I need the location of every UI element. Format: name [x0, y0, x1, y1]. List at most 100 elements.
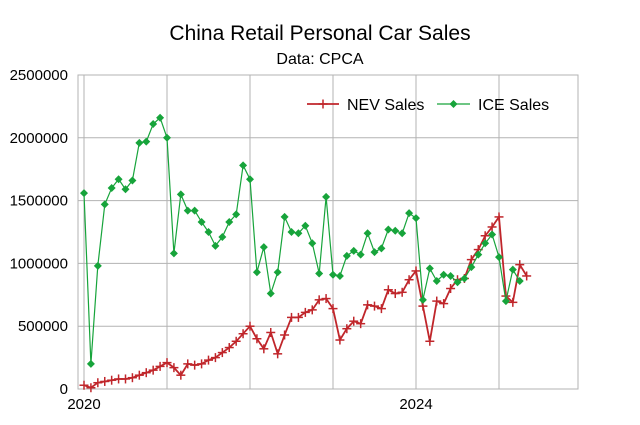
- legend-marker-nev: [318, 99, 328, 109]
- data-point-ice: [294, 229, 303, 238]
- data-point-ice: [335, 271, 344, 280]
- data-point-ice: [474, 250, 483, 259]
- data-point-ice: [508, 265, 517, 274]
- data-point-nev: [335, 335, 345, 345]
- data-point-nev: [376, 304, 386, 314]
- data-point-nev: [494, 212, 504, 222]
- data-point-ice: [273, 268, 282, 277]
- data-point-nev: [176, 370, 186, 380]
- data-point-nev: [141, 368, 151, 378]
- data-point-nev: [121, 374, 130, 384]
- series-line-ice: [83, 116, 521, 364]
- data-point-nev: [224, 343, 234, 353]
- data-point-nev: [515, 260, 525, 270]
- legend-item-nev: NEV Sales: [307, 97, 424, 114]
- data-point-ice: [211, 241, 220, 250]
- data-point-nev: [522, 271, 532, 281]
- data-point-ice: [183, 206, 192, 215]
- data-point-ice: [363, 229, 372, 238]
- data-point-ice: [163, 133, 171, 142]
- data-point-nev: [508, 297, 518, 307]
- data-point-nev: [197, 359, 207, 369]
- data-point-nev: [328, 304, 338, 314]
- data-point-ice: [322, 192, 331, 201]
- legend-marker-shape: [318, 99, 328, 109]
- data-point-nev: [93, 378, 103, 388]
- legend-marker-ice: [449, 100, 458, 108]
- data-point-ice: [86, 359, 95, 368]
- data-point-ice: [425, 264, 434, 273]
- data-point-nev: [100, 376, 110, 386]
- y-axis-ticks: 0 500000 1000000 1500000 2000000 2500000: [10, 67, 68, 398]
- data-point-nev: [107, 375, 117, 385]
- data-point-ice: [481, 239, 490, 248]
- data-point-ice: [301, 221, 310, 230]
- data-point-ice: [252, 268, 261, 277]
- data-point-ice: [384, 225, 393, 234]
- series-nev: [79, 212, 532, 393]
- data-point-ice: [315, 269, 324, 278]
- data-point-nev: [432, 296, 442, 306]
- series-group: [79, 113, 532, 393]
- legend-label-ice: ICE Sales: [478, 97, 549, 114]
- data-point-nev: [321, 294, 331, 304]
- x-axis-ticks: 2020 2024: [67, 396, 432, 413]
- data-point-ice: [149, 119, 158, 128]
- data-point-ice: [356, 250, 365, 259]
- data-point-ice: [287, 228, 296, 236]
- y-tick-label: 1000000: [10, 255, 68, 272]
- data-point-ice: [100, 200, 109, 209]
- data-point-ice: [225, 217, 234, 226]
- data-point-nev: [245, 321, 255, 331]
- data-point-ice: [280, 212, 289, 221]
- data-point-ice: [501, 297, 510, 306]
- data-point-nev: [231, 336, 241, 346]
- data-point-ice: [515, 276, 524, 285]
- legend: NEV Sales ICE Sales: [307, 97, 549, 114]
- data-point-nev: [411, 266, 421, 276]
- data-point-nev: [217, 348, 227, 358]
- legend-marker-shape: [449, 100, 458, 108]
- data-point-nev: [383, 285, 393, 295]
- data-point-nev: [293, 312, 303, 322]
- data-point-nev: [342, 324, 352, 334]
- data-point-nev: [162, 358, 172, 368]
- data-point-ice: [488, 230, 497, 239]
- data-point-ice: [412, 214, 420, 223]
- data-point-ice: [329, 270, 337, 279]
- data-point-nev: [439, 299, 449, 309]
- data-point-nev: [466, 255, 476, 265]
- data-point-ice: [169, 249, 178, 258]
- data-point-nev: [155, 361, 165, 371]
- data-point-ice: [439, 270, 448, 279]
- data-point-nev: [266, 327, 276, 337]
- data-point-nev: [404, 275, 414, 285]
- data-point-ice: [308, 239, 317, 248]
- data-point-ice: [398, 229, 407, 238]
- data-point-nev: [390, 289, 400, 299]
- data-point-nev: [204, 355, 213, 365]
- data-point-nev: [134, 370, 144, 380]
- data-point-nev: [238, 329, 248, 339]
- data-point-nev: [86, 383, 96, 393]
- data-point-ice: [80, 189, 88, 198]
- data-point-ice: [349, 246, 358, 255]
- y-tick-label: 500000: [18, 318, 68, 335]
- data-point-ice: [218, 233, 227, 242]
- data-point-ice: [405, 209, 414, 218]
- data-point-nev: [487, 222, 497, 232]
- data-point-nev: [314, 295, 324, 305]
- data-point-nev: [356, 319, 366, 329]
- data-point-ice: [418, 295, 427, 304]
- data-point-nev: [252, 334, 262, 344]
- data-point-nev: [370, 301, 379, 311]
- data-point-ice: [432, 276, 441, 285]
- data-point-ice: [156, 113, 165, 122]
- x-tick-label: 2024: [399, 396, 432, 413]
- data-point-nev: [446, 284, 456, 294]
- data-point-nev: [397, 287, 407, 297]
- data-point-nev: [190, 360, 200, 370]
- y-tick-label: 1500000: [10, 193, 68, 210]
- data-point-nev: [425, 336, 435, 346]
